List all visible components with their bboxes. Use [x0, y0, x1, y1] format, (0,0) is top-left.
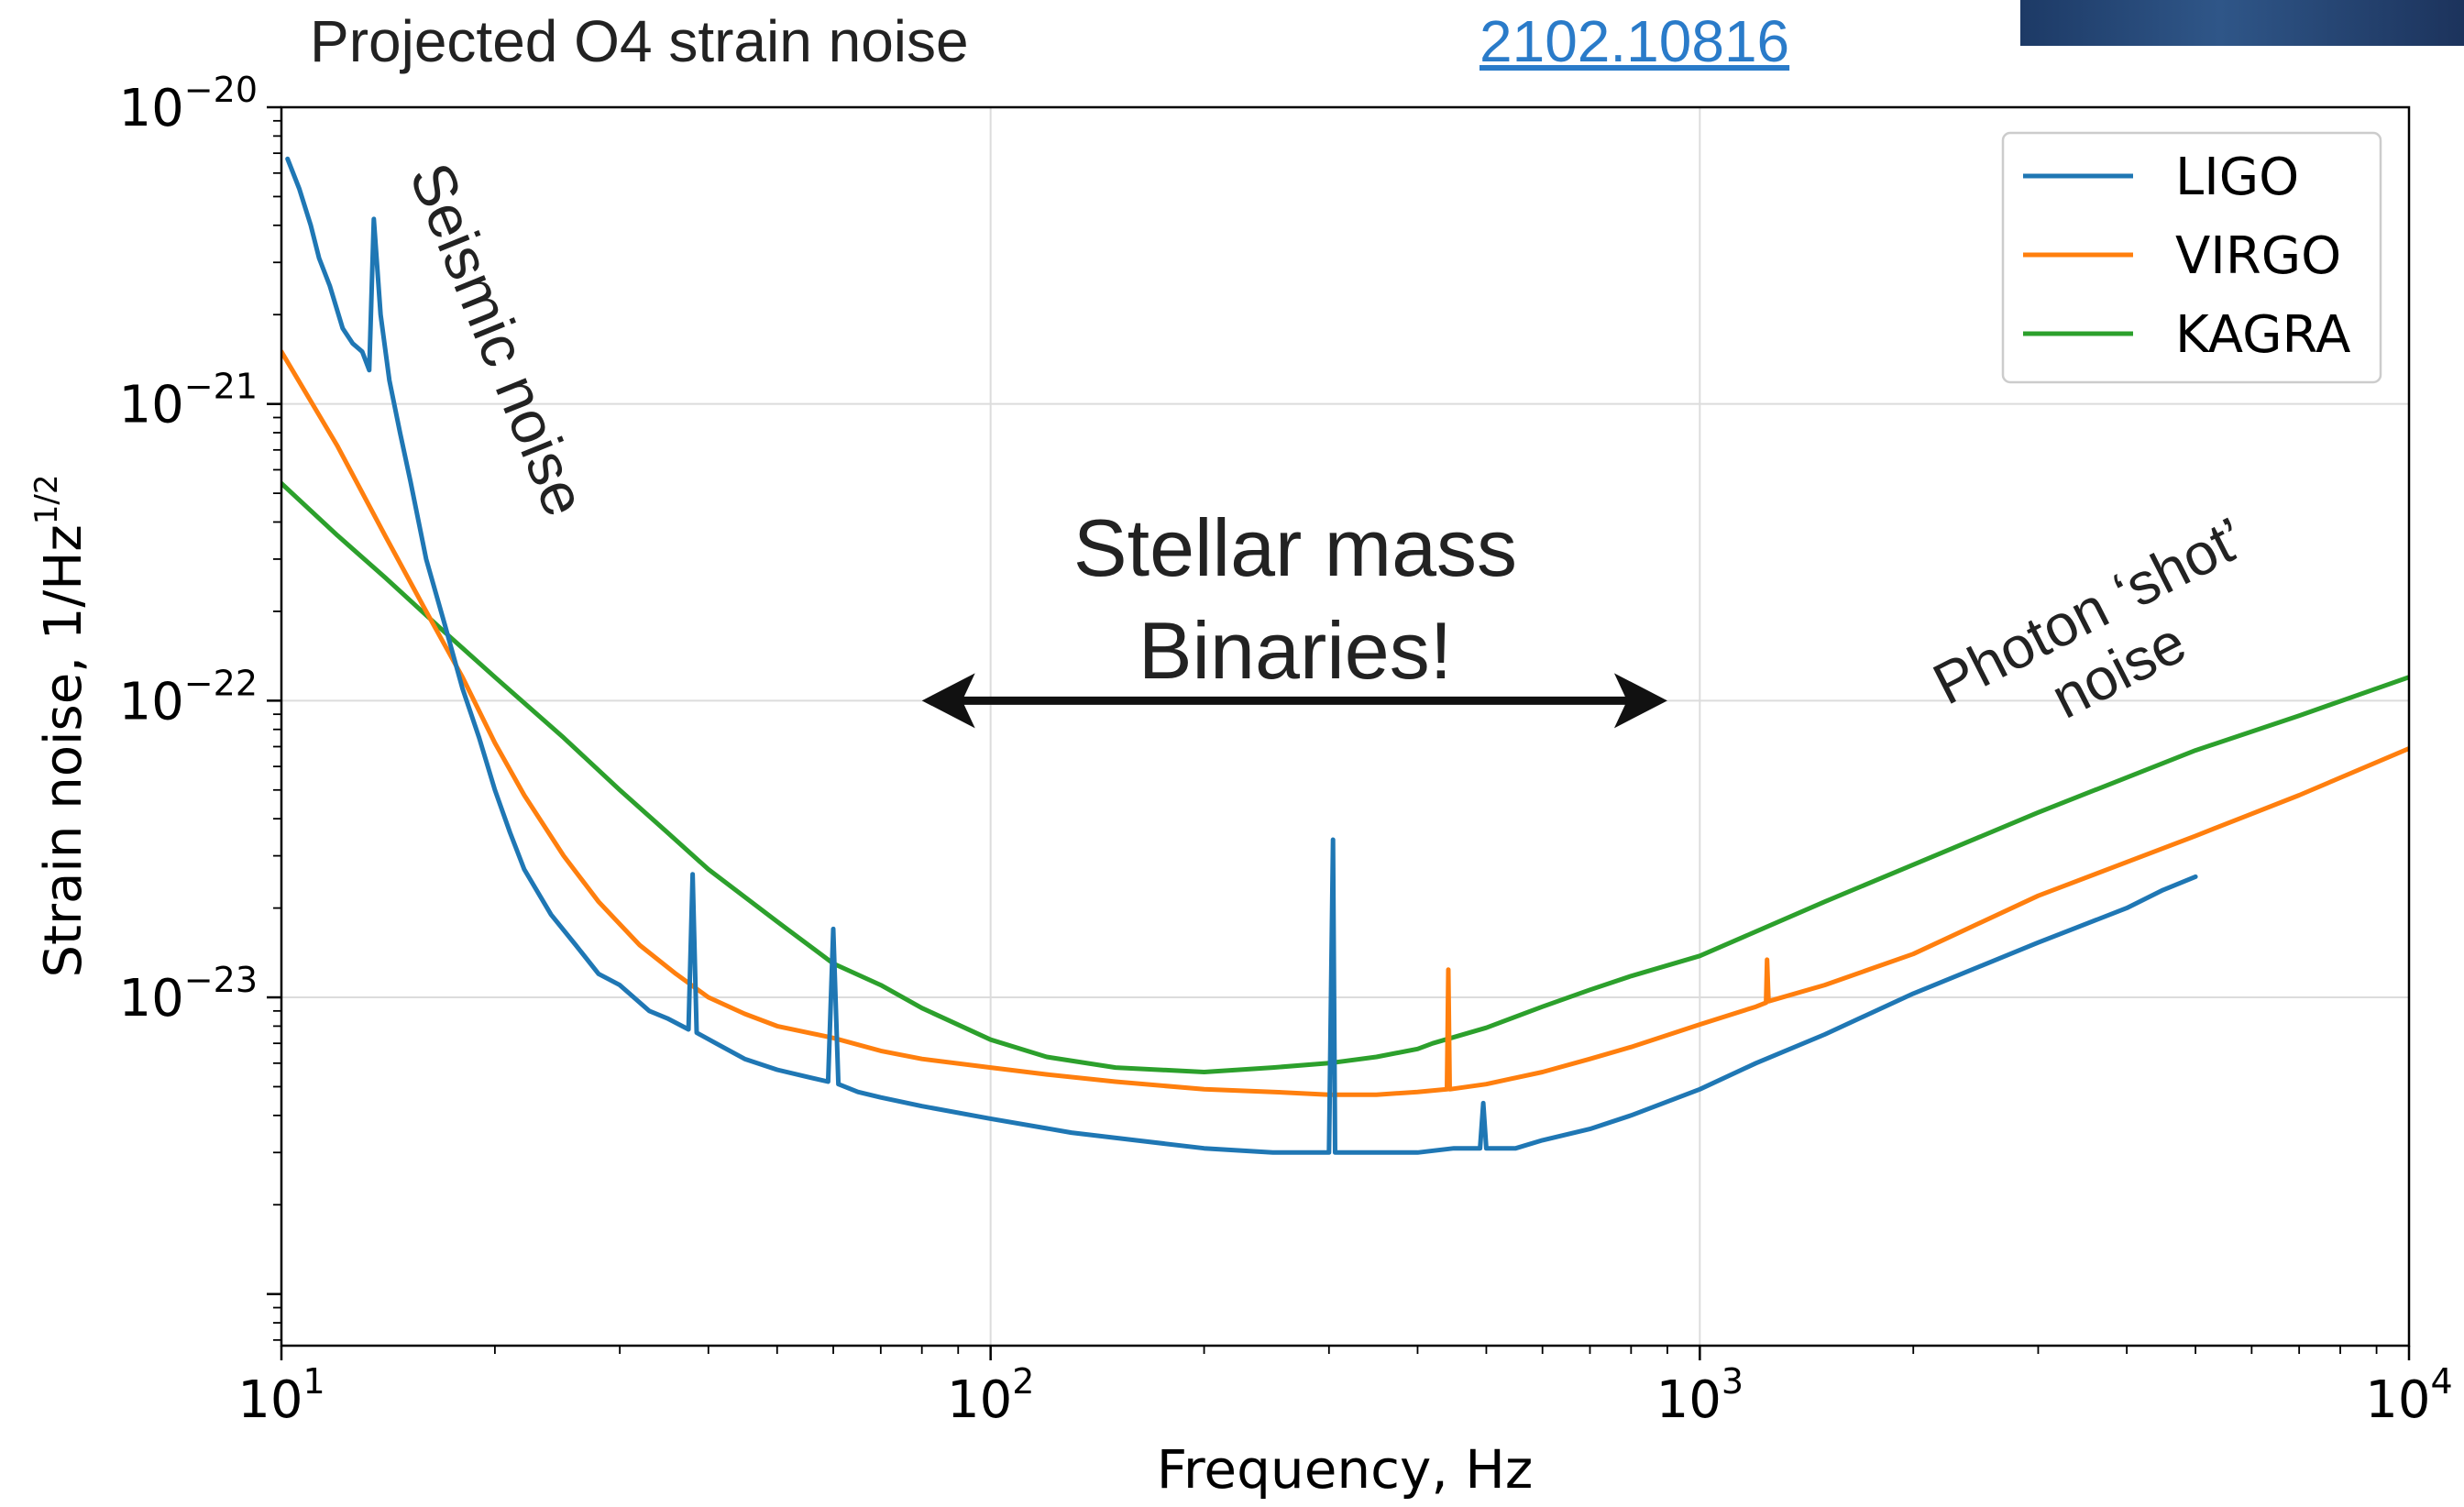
x-tick-label-base: 10: [237, 1370, 302, 1430]
x-tick-label-exponent: 3: [1722, 1361, 1744, 1402]
x-tick-label: 104: [2365, 1361, 2452, 1430]
page-title: Projected O4 strain noise: [310, 8, 969, 74]
x-tick-label-base: 10: [1656, 1370, 1722, 1430]
x-tick-label-base: 10: [947, 1370, 1012, 1430]
x-axis-label: Frequency, Hz: [1157, 1438, 1534, 1501]
y-axis-label: Strain noise, 1/Hz1/2: [28, 475, 94, 978]
x-tick-label-base: 10: [2365, 1370, 2430, 1430]
annotation-seismic: Seismic noise: [397, 154, 600, 525]
y-tick-label: 10−20: [119, 70, 258, 138]
y-tick-label-base: 10: [119, 969, 184, 1028]
series-line-virgo: [281, 349, 2409, 1097]
y-tick-label-exponent: −23: [184, 960, 258, 1000]
legend-label-virgo: VIRGO: [2175, 226, 2341, 286]
y-tick-label: 10−22: [119, 663, 258, 732]
y-tick-label-base: 10: [119, 79, 184, 138]
plot-frame: [280, 105, 2411, 1348]
band-arrow-head-right: [1613, 673, 1667, 729]
x-tick-label: 101: [237, 1361, 324, 1430]
y-axis-label-exponent: 1/2: [28, 475, 65, 525]
legend: LIGO VIRGO KAGRA: [2001, 131, 2382, 384]
band-arrow-head-left: [921, 673, 975, 729]
series-lines: [281, 156, 2409, 1155]
y-tick-label-exponent: −20: [184, 70, 258, 110]
series-line-kagra: [281, 480, 2409, 1074]
y-tick-label-base: 10: [119, 376, 184, 435]
arxiv-reference-link[interactable]: 2102.10816: [1480, 8, 1790, 74]
x-tick-label: 103: [1656, 1361, 1744, 1430]
legend-label-ligo: LIGO: [2175, 148, 2299, 207]
corner-photo: [2020, 0, 2464, 46]
legend-box: [2001, 131, 2382, 384]
x-tick-label-exponent: 1: [303, 1361, 325, 1402]
annotation-stellar-line2: Binaries!: [1138, 605, 1452, 696]
y-tick-label-base: 10: [119, 672, 184, 732]
y-tick-label-exponent: −21: [184, 367, 258, 407]
x-tick-label-exponent: 4: [2431, 1361, 2453, 1402]
annotation-stellar-line1: Stellar mass: [1073, 502, 1517, 593]
y-tick-label-exponent: −22: [184, 663, 258, 703]
y-tick-label: 10−21: [119, 367, 258, 435]
y-tick-label: 10−23: [119, 960, 258, 1028]
x-tick-label-exponent: 2: [1012, 1361, 1034, 1402]
stellar-band-arrow: [921, 673, 1667, 729]
y-axis-label-text: Strain noise, 1/Hz: [34, 524, 94, 977]
x-tick-label: 102: [947, 1361, 1034, 1430]
legend-label-kagra: KAGRA: [2175, 305, 2350, 365]
series-line-ligo: [285, 156, 2198, 1155]
